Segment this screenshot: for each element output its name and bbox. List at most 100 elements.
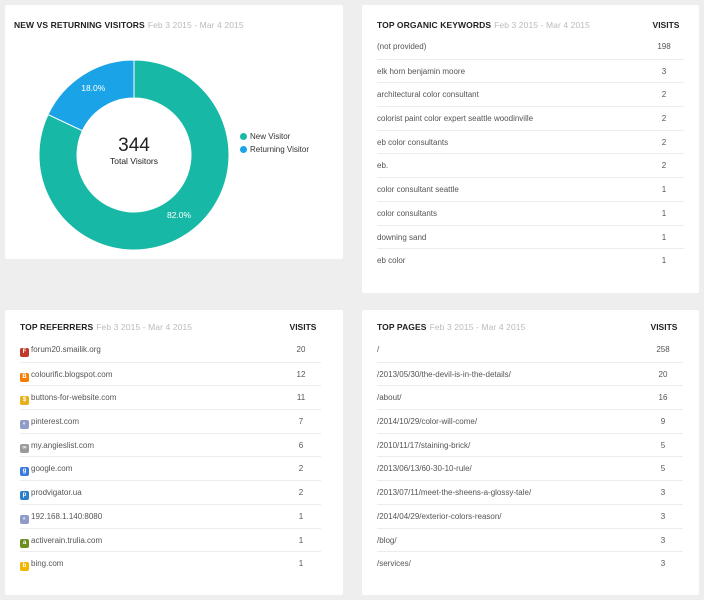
google-icon: g	[20, 467, 29, 477]
row-label: /2013/06/13/60-30-10-rule/	[377, 464, 472, 473]
legend-item-returning-visitor[interactable]: Returning Visitor	[240, 145, 309, 154]
table-row[interactable]: g google.com 2	[20, 456, 321, 480]
table-row[interactable]: eb color consultants 2	[377, 129, 684, 154]
visitors-panel-title: NEW VS RETURNING VISITORS Feb 3 2015 - Ma…	[14, 20, 244, 30]
pages-date-range: Feb 3 2015 - Mar 4 2015	[429, 322, 526, 332]
table-row[interactable]: eb color 1	[377, 248, 684, 272]
table-row[interactable]: / 258	[377, 338, 683, 362]
table-row[interactable]: p prodvigator.ua 2	[20, 480, 321, 504]
row-visits: 5	[660, 440, 666, 450]
table-row[interactable]: /2010/11/17/staining-brick/5	[377, 432, 683, 457]
row-label[interactable]: g google.com	[20, 464, 73, 477]
legend-item-new-visitor[interactable]: New Visitor	[240, 132, 290, 141]
row-visits: 7	[298, 417, 304, 427]
row-label[interactable]: p prodvigator.ua	[20, 488, 82, 501]
bing-icon: b	[20, 562, 29, 572]
donut-slice-new-visitor[interactable]	[38, 59, 230, 251]
row-label-text: prodvigator.ua	[31, 488, 82, 498]
row-label-text: color consultants	[377, 208, 438, 218]
coin-icon: $	[20, 396, 29, 406]
row-visits: 258	[656, 345, 670, 354]
row-label-text: architectural color consultant	[377, 90, 479, 100]
row-label: /2014/04/29/exterior-colors-reason/	[377, 512, 502, 521]
row-visits: 1	[661, 232, 667, 242]
row-label[interactable]: b bing.com	[20, 559, 63, 572]
row-visits: 9	[660, 417, 666, 427]
table-row[interactable]: $ buttons-for-website.com 11	[20, 385, 321, 409]
table-row[interactable]: ◐ pinterest.com 7	[20, 409, 321, 433]
row-label-text: /2014/04/29/exterior-colors-reason/	[377, 511, 502, 521]
row-label[interactable]: ◐ 192.168.1.140:8080	[20, 512, 102, 524]
table-row[interactable]: ◐ 192.168.1.140:8080 1	[20, 503, 321, 528]
table-row[interactable]: /blog/3	[377, 527, 683, 552]
table-row[interactable]: architectural color consultant 2	[377, 82, 684, 106]
keywords-date-range: Feb 3 2015 - Mar 4 2015	[494, 20, 590, 30]
pages-list: / 258/2013/05/30/the-devil-is-in-the-deta…	[377, 338, 683, 575]
table-row[interactable]: /2013/07/11/meet-the-sheens-a-glossy-tal…	[377, 480, 683, 504]
table-row[interactable]: elk horn benjamin moore 3	[377, 58, 684, 83]
row-visits: 1	[298, 511, 304, 521]
table-row[interactable]: /about/16	[377, 385, 683, 409]
referrers-panel-title: TOP REFERRERS Feb 3 2015 - Mar 4 2015	[20, 322, 192, 332]
referrers-panel: TOP REFERRERS Feb 3 2015 - Mar 4 2015 VIS…	[5, 310, 343, 595]
row-label: /2013/07/11/meet-the-sheens-a-glossy-tal…	[377, 488, 531, 497]
row-visits: 3	[660, 488, 666, 498]
row-visits: 2	[661, 114, 667, 124]
table-row[interactable]: /2014/10/29/color-will-come/9	[377, 409, 683, 433]
table-row[interactable]: a activerain.trulia.com 1	[20, 527, 321, 552]
row-label: downing sand	[377, 233, 426, 242]
blogger-icon: B	[20, 372, 29, 382]
visitors-donut-chart: 82.0% 18.0%	[38, 59, 230, 251]
row-label[interactable]: $ buttons-for-website.com	[20, 393, 116, 406]
table-row[interactable]: /services/3	[377, 551, 683, 575]
row-label[interactable]: ∞ my.angieslist.com	[20, 441, 94, 453]
row-label[interactable]: ◐ pinterest.com	[20, 417, 79, 430]
row-visits: 3	[660, 535, 666, 545]
globe-icon: ◐	[20, 420, 29, 430]
donut-center-label: Total Visitors	[109, 156, 159, 166]
row-visits: 3	[661, 66, 667, 76]
table-row[interactable]: eb. 2	[377, 153, 684, 177]
row-visits: 16	[658, 393, 668, 403]
donut-slice-returning-visitor[interactable]	[47, 59, 135, 132]
row-visits: 3	[660, 511, 666, 521]
globe-icon: ◐	[20, 514, 29, 524]
row-visits: 2	[661, 137, 667, 147]
donut-center-total: 344	[118, 135, 150, 156]
table-row[interactable]: /2013/05/30/the-devil-is-in-the-details/…	[377, 361, 683, 386]
row-label: /blog/	[377, 536, 397, 545]
row-label: (not provided)	[377, 42, 426, 51]
table-row[interactable]: downing sand 1	[377, 224, 684, 249]
legend-swatch	[240, 146, 247, 153]
activerain-icon: a	[20, 538, 29, 548]
legend-label: New Visitor	[250, 132, 291, 141]
row-label-text: /2013/07/11/meet-the-sheens-a-glossy-tal…	[377, 488, 532, 498]
table-row[interactable]: /2014/04/29/exterior-colors-reason/3	[377, 503, 683, 528]
row-label-text: /	[377, 345, 380, 354]
table-row[interactable]: colorist paint color expert seattle wood…	[377, 106, 684, 130]
table-row[interactable]: /2013/06/13/60-30-10-rule/5	[377, 456, 683, 480]
table-row[interactable]: (not provided) 198	[377, 35, 684, 59]
row-label: eb color	[377, 256, 405, 265]
pages-visits-header: VISITS	[650, 322, 678, 332]
table-row[interactable]: b bing.com 1	[20, 551, 321, 575]
referrers-title-text: TOP REFERRERS	[20, 322, 94, 332]
prodvigator-icon: p	[20, 491, 29, 501]
donut-slice-label: 18.0%	[81, 83, 106, 93]
referrers-date-range: Feb 3 2015 - Mar 4 2015	[96, 322, 193, 332]
row-label[interactable]: a activerain.trulia.com	[20, 536, 102, 548]
row-label-text: /services/	[377, 559, 411, 569]
visitors-title-text: NEW VS RETURNING VISITORS	[14, 20, 145, 30]
table-row[interactable]: color consultants 1	[377, 200, 684, 225]
table-row[interactable]: color consultant seattle 1	[377, 177, 684, 201]
row-visits: 1	[661, 256, 667, 266]
row-label-text: elk horn benjamin moore	[377, 66, 466, 76]
row-visits: 2	[661, 90, 667, 100]
keywords-title-text: TOP ORGANIC KEYWORDS	[377, 20, 492, 30]
row-label-text: google.com	[31, 464, 73, 474]
table-row[interactable]: ∞ my.angieslist.com 6	[20, 432, 321, 457]
